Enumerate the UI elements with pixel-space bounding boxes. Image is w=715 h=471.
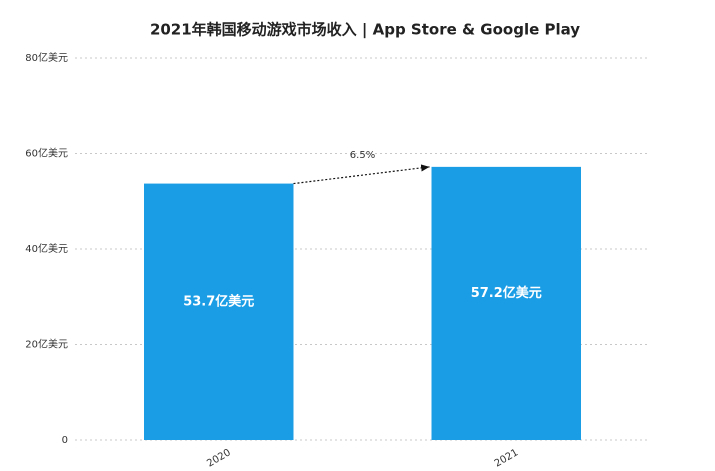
y-tick-label: 60亿美元 <box>25 147 68 160</box>
y-tick-label: 20亿美元 <box>25 338 68 351</box>
value-label: 53.7亿美元 <box>183 293 254 309</box>
x-tick-label: 2021 <box>493 447 521 469</box>
x-tick-label: 2020 <box>205 447 233 469</box>
bar <box>144 183 294 440</box>
chart-title: 2021年韩国移动游戏市场收入 | App Store & Google Pla… <box>150 21 580 40</box>
growth-arrow <box>293 164 430 185</box>
bar <box>431 166 581 440</box>
growth-label: 6.5% <box>350 150 375 161</box>
y-tick-label: 0 <box>62 435 68 446</box>
value-label: 57.2亿美元 <box>471 285 542 301</box>
y-tick-label: 80亿美元 <box>25 51 68 64</box>
y-tick-label: 40亿美元 <box>25 242 68 255</box>
